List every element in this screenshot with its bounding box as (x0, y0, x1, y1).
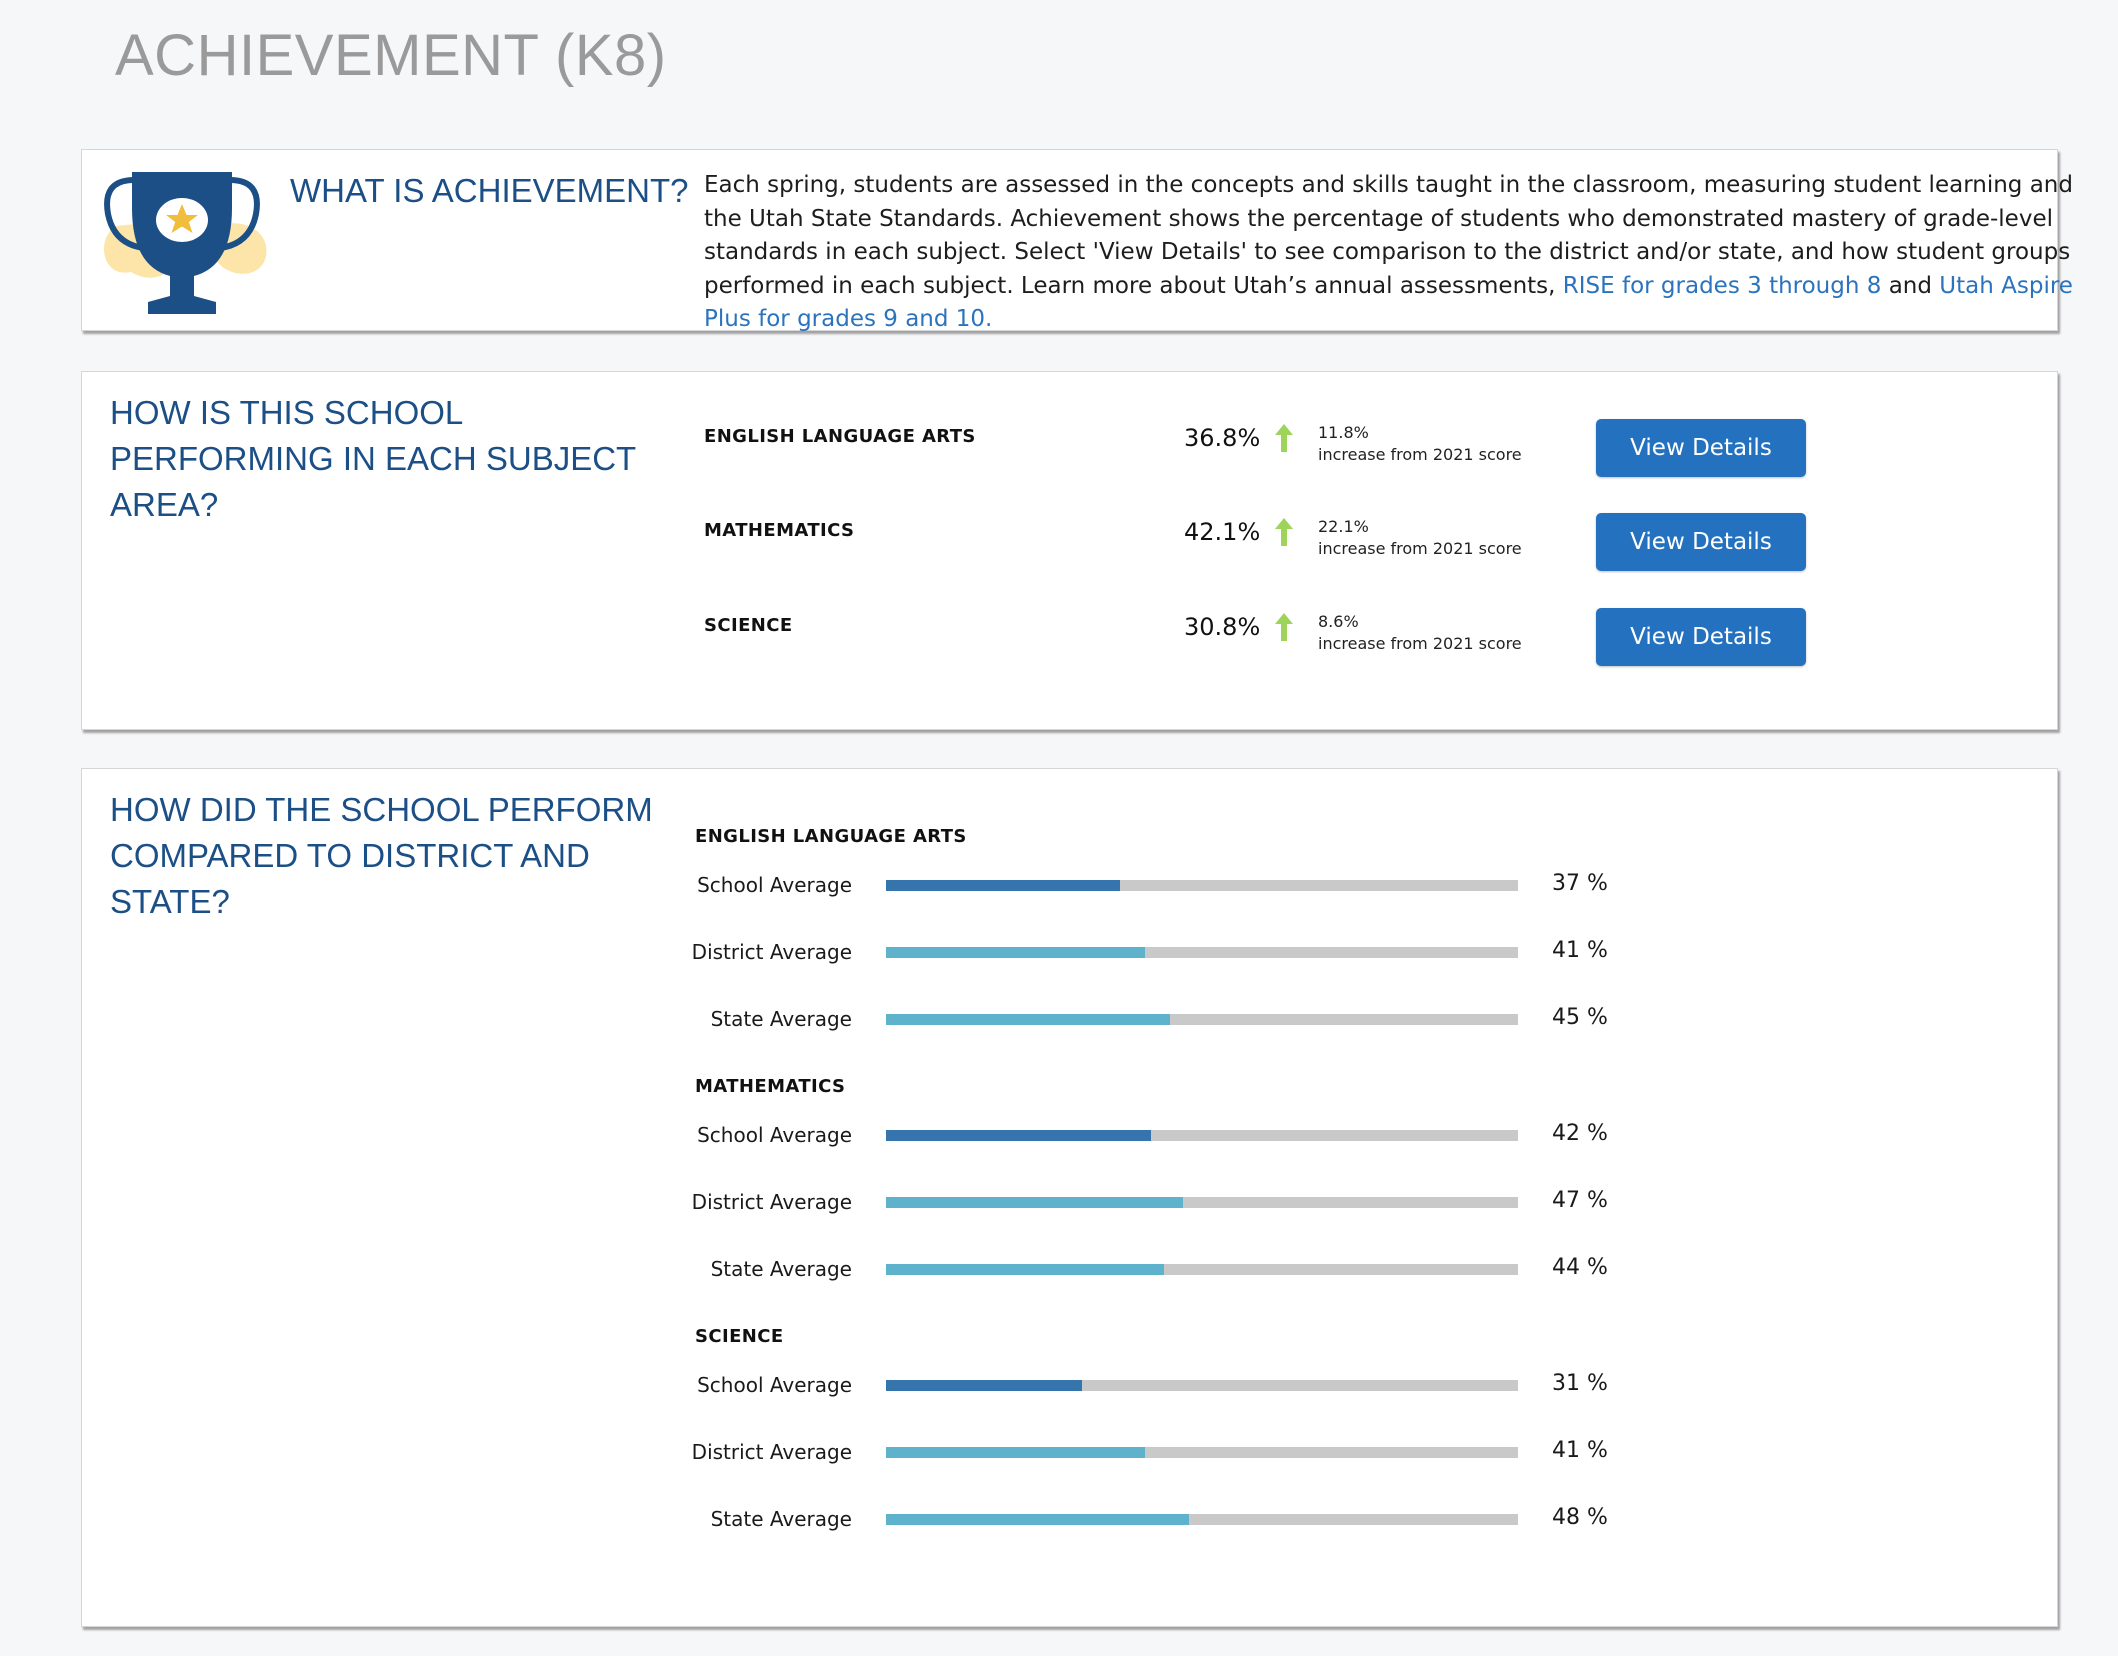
up-arrow-icon (1275, 424, 1293, 452)
subject-name: ENGLISH LANGUAGE ARTS (704, 426, 976, 447)
about-connector: and (1888, 272, 1932, 299)
bar-fill-district (886, 947, 1145, 958)
comparison-heading: HOW DID THE SCHOOL PERFORM COMPARED TO D… (110, 791, 653, 920)
comparison-subject-label: SCIENCE (695, 1326, 784, 1347)
bar-label: State Average (710, 1007, 852, 1031)
bar-fill-district (886, 1447, 1145, 1458)
bar-label: District Average (691, 1190, 852, 1214)
bar-fill-state (886, 1014, 1170, 1025)
bar-label: School Average (697, 1373, 852, 1397)
page-title: ACHIEVEMENT (K8) (115, 23, 667, 88)
bar-track (886, 1380, 1518, 1391)
subject-row: SCIENCE 30.8% 8.6% increase from 2021 score (704, 612, 1984, 673)
bar-track (886, 1197, 1518, 1208)
bar-value-label: 41 % (1552, 938, 1608, 963)
bar-label: School Average (697, 1123, 852, 1147)
trophy-star-icon (104, 172, 267, 314)
up-arrow-icon (1275, 518, 1293, 546)
bar-label: District Average (691, 1440, 852, 1464)
bar-value-label: 47 % (1552, 1188, 1608, 1213)
bar-label: State Average (710, 1507, 852, 1531)
change-value: 8.6% (1318, 612, 1359, 631)
performance-heading: HOW IS THIS SCHOOL PERFORMING IN EACH SU… (110, 394, 636, 523)
comparison-subject-label: MATHEMATICS (695, 1076, 846, 1097)
bar-track (886, 1514, 1518, 1525)
subject-name: MATHEMATICS (704, 520, 855, 541)
bar-track (886, 947, 1518, 958)
bar-fill-state (886, 1514, 1189, 1525)
bar-track (886, 1014, 1518, 1025)
subject-percent: 30.8% (1184, 613, 1261, 641)
bar-label: School Average (697, 873, 852, 897)
bar-fill-state (886, 1264, 1164, 1275)
bar-track (886, 1447, 1518, 1458)
change-value: 11.8% (1318, 423, 1369, 442)
change-value: 22.1% (1318, 517, 1369, 536)
rise-link[interactable]: RISE for grades 3 through 8 (1562, 272, 1882, 299)
subject-row: ENGLISH LANGUAGE ARTS 36.8% 11.8% increase … (704, 423, 1984, 484)
comparison-subject-label: ENGLISH LANGUAGE ARTS (695, 826, 967, 847)
bar-value-label: 31 % (1552, 1371, 1608, 1396)
bar-fill-district (886, 1197, 1183, 1208)
change-label: increase from 2021 score (1318, 634, 1522, 653)
view-details-button[interactable]: View Details (1596, 513, 1806, 571)
bar-label: District Average (691, 940, 852, 964)
bar-track (886, 880, 1518, 891)
about-description: Each spring, students are assessed in th… (704, 169, 2104, 337)
subject-performance-card: HOW IS THIS SCHOOL PERFORMING IN EACH SU… (81, 371, 2058, 730)
bar-fill-school (886, 1130, 1151, 1141)
about-text: Each spring, students are assessed in th… (704, 172, 2073, 299)
bar-value-label: 45 % (1552, 1005, 1608, 1030)
about-heading: WHAT IS ACHIEVEMENT? (290, 172, 689, 209)
aspire-plus-link[interactable]: Utah Aspire Plus for grades 9 and 10. (704, 272, 2073, 333)
change-label: increase from 2021 score (1318, 539, 1522, 558)
subject-percent: 36.8% (1184, 424, 1261, 452)
bar-fill-school (886, 1380, 1082, 1391)
change-label: increase from 2021 score (1318, 445, 1522, 464)
subject-row: MATHEMATICS 42.1% 22.1% increase from 2021 … (704, 517, 1984, 578)
view-details-button[interactable]: View Details (1596, 608, 1806, 666)
bar-value-label: 48 % (1552, 1505, 1608, 1530)
bar-value-label: 42 % (1552, 1121, 1608, 1146)
bar-label: State Average (710, 1257, 852, 1281)
subject-name: SCIENCE (704, 615, 793, 636)
comparison-card: HOW DID THE SCHOOL PERFORM COMPARED TO D… (81, 768, 2058, 1627)
bar-track (886, 1130, 1518, 1141)
about-achievement-card: WHAT IS ACHIEVEMENT? Each spring, studen… (81, 149, 2073, 332)
bar-value-label: 41 % (1552, 1438, 1608, 1463)
bar-fill-school (886, 880, 1120, 891)
up-arrow-icon (1275, 613, 1293, 641)
bar-value-label: 44 % (1552, 1255, 1608, 1280)
bar-value-label: 37 % (1552, 871, 1608, 896)
view-details-button[interactable]: View Details (1596, 419, 1806, 477)
bar-track (886, 1264, 1518, 1275)
subject-percent: 42.1% (1184, 518, 1261, 546)
